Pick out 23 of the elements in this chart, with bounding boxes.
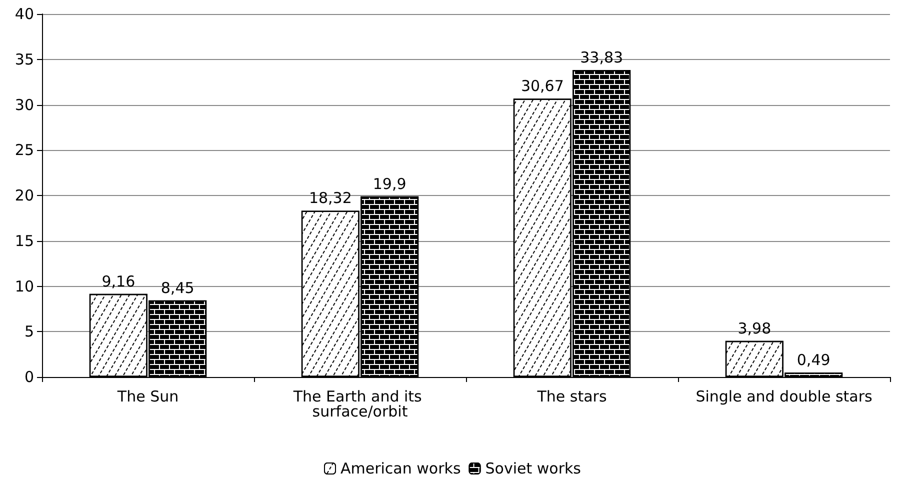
y-tick-label: 40 [14,5,34,23]
data-label: 18,32 [308,189,352,208]
x-tick-label: Single and double stars [696,388,872,406]
data-label: 9,16 [102,272,136,290]
y-tick-label: 0 [24,368,34,386]
data-label: 30,67 [520,77,564,96]
legend-label: Soviet works [485,460,582,478]
data-label: 0,49 [796,351,830,370]
x-tick-label: The Earth and its surface/orbit [292,388,427,420]
y-tick-label: 20 [14,186,34,204]
x-tick-label: The Sun [116,388,179,406]
y-tick-label: 15 [14,232,34,250]
data-label: 33,83 [580,48,624,66]
y-tick-label: 30 [14,96,34,114]
y-tick-label: 10 [14,277,34,296]
legend-label: American works [340,460,461,478]
y-tick-label: 5 [24,322,34,341]
data-label: 8,45 [160,278,194,297]
data-label: 3,98 [738,319,772,338]
x-tick-label: The stars [536,388,607,406]
y-tick-label: 35 [14,50,34,68]
data-label: 19,9 [372,174,406,193]
y-tick-label: 25 [14,141,34,160]
